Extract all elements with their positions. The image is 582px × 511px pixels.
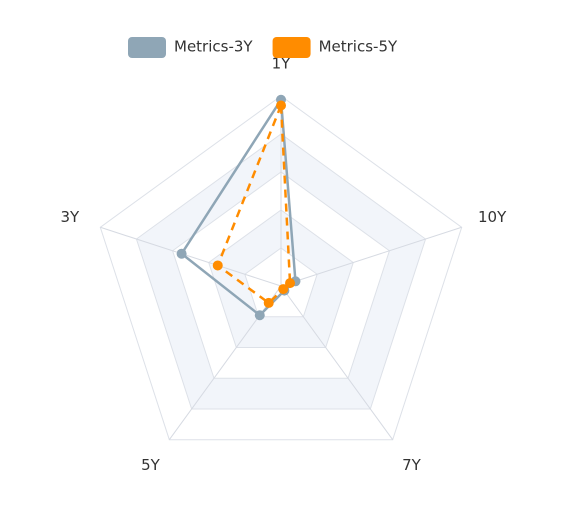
- data-point: [278, 284, 289, 295]
- legend-marker: [128, 37, 166, 58]
- legend-marker: [272, 37, 311, 58]
- data-point: [176, 248, 187, 259]
- axis-label: 3Y: [61, 208, 81, 226]
- series-line: [216, 105, 292, 305]
- data-point: [263, 297, 274, 308]
- axis-line: [100, 226, 282, 287]
- axis-line: [280, 285, 394, 441]
- data-point: [254, 310, 265, 321]
- legend-label: Metrics-3Y: [174, 38, 253, 56]
- axis-line: [280, 226, 462, 287]
- data-point: [276, 100, 286, 111]
- data-point: [285, 278, 296, 289]
- axis-label: 1Y: [272, 55, 292, 73]
- legend-label: Metrics-5Y: [319, 38, 398, 56]
- axis-label: 5Y: [141, 456, 161, 474]
- axis-label: 10Y: [478, 208, 507, 226]
- axis-label: 7Y: [402, 456, 422, 474]
- data-point: [212, 260, 223, 271]
